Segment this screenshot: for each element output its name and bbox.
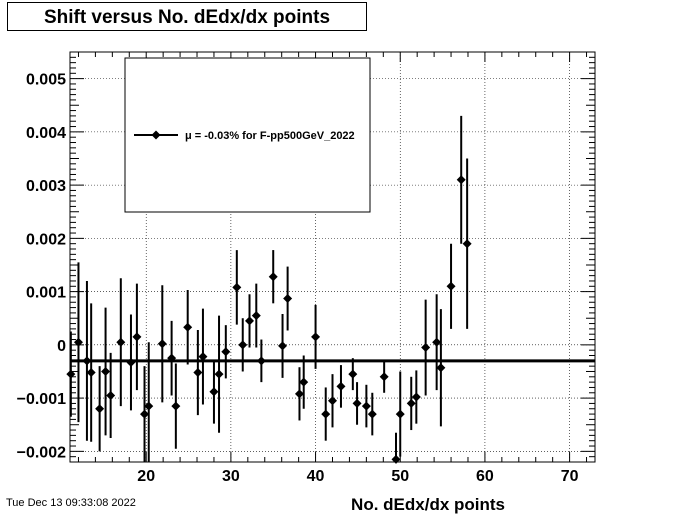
data-point: [256, 356, 266, 366]
data-point: [321, 409, 331, 419]
data-point: [132, 332, 142, 342]
legend-marker: [151, 130, 161, 140]
chart-title: Shift versus No. dEdx/dx points: [43, 7, 331, 28]
data-point: [406, 398, 416, 408]
data-point: [421, 343, 431, 353]
data-point: [299, 377, 309, 387]
data-point: [66, 369, 76, 379]
data-point: [214, 369, 224, 379]
data-point: [140, 409, 150, 419]
data-point: [352, 398, 362, 408]
x-tick-label: 30: [222, 468, 240, 485]
data-point: [95, 404, 105, 414]
x-tick-label: 40: [307, 468, 325, 485]
y-tick-label: 0.004: [26, 125, 66, 142]
data-point: [446, 281, 456, 291]
data-point: [82, 356, 92, 366]
data-point: [238, 340, 248, 350]
y-tick-label: 0.005: [26, 72, 66, 89]
data-point: [278, 341, 288, 351]
y-tick-label: 0.001: [26, 285, 66, 302]
data-point: [106, 390, 116, 400]
data-point: [126, 357, 136, 367]
y-tick-label: 0: [57, 338, 66, 355]
y-tick-label: −0.001: [17, 391, 66, 408]
data-point: [336, 381, 346, 391]
y-tick-label: 0.002: [26, 231, 66, 248]
data-point: [116, 337, 126, 347]
data-point: [268, 272, 278, 282]
data-point: [232, 282, 242, 292]
data-point: [328, 396, 337, 406]
x-tick-label: 70: [561, 468, 579, 485]
y-tick-label: −0.002: [17, 444, 66, 461]
legend-label: μ = -0.03% for F-pp500GeV_2022: [185, 130, 355, 142]
data-point: [391, 454, 401, 464]
data-point: [86, 368, 96, 378]
x-tick-label: 60: [476, 468, 494, 485]
data-point: [157, 339, 167, 349]
data-point: [73, 337, 83, 347]
data-point: [348, 369, 358, 379]
data-point: [221, 347, 231, 357]
data-point: [462, 239, 472, 249]
x-tick-label: 20: [137, 468, 155, 485]
x-tick-label: 50: [391, 468, 409, 485]
data-point: [283, 294, 293, 304]
data-point: [395, 409, 405, 419]
data-point: [193, 368, 203, 378]
data-point: [144, 401, 154, 411]
data-point: [311, 332, 321, 342]
data-point: [367, 409, 377, 419]
data-point: [245, 316, 255, 326]
data-point: [183, 322, 193, 332]
data-point: [209, 387, 219, 397]
data-point: [251, 311, 261, 321]
data-point: [436, 363, 446, 373]
data-point: [456, 175, 466, 185]
data-point: [294, 389, 304, 399]
data-point: [432, 337, 442, 347]
data-point: [361, 401, 371, 411]
data-point: [411, 392, 421, 402]
timestamp: Tue Dec 13 09:33:08 2022: [6, 497, 136, 509]
y-tick-label: 0.003: [26, 178, 66, 195]
data-point: [198, 352, 208, 362]
data-point: [379, 372, 389, 382]
data-point: [101, 366, 111, 376]
data-point: [171, 401, 181, 411]
x-axis-label: No. dEdx/dx points: [351, 495, 505, 514]
data-point: [167, 353, 177, 363]
chart-title-box: Shift versus No. dEdx/dx points: [7, 2, 367, 31]
